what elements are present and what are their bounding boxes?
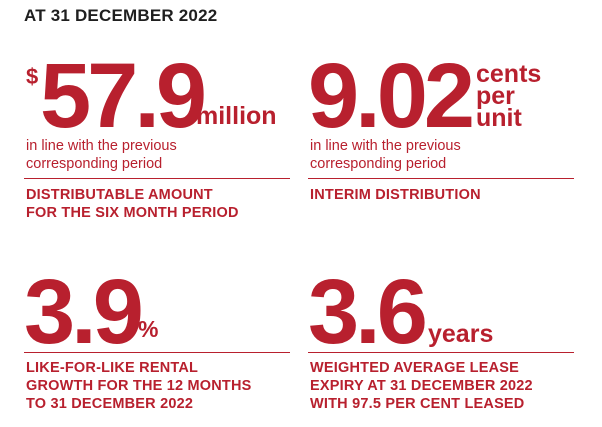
page-heading: AT 31 DECEMBER 2022	[24, 6, 218, 25]
divider	[24, 178, 290, 179]
wale-unit: years	[428, 320, 494, 348]
rental-growth-unit: %	[138, 316, 159, 342]
interim-distribution-caption: INTERIM DISTRIBUTION	[310, 187, 481, 203]
interim-distribution-value: 9.02	[308, 45, 475, 147]
wale-caption: WEIGHTED AVERAGE LEASE EXPIRY AT 31 DECE…	[310, 360, 533, 412]
wale-value: 3.6	[308, 261, 428, 363]
distributable-amount-caption: DISTRIBUTABLE AMOUNT FOR THE SIX MONTH P…	[26, 187, 239, 221]
interim-distribution-note: in line with the previous corresponding …	[310, 138, 461, 172]
interim-distribution-unit: cents per unit	[476, 60, 542, 132]
distributable-amount-note: in line with the previous corresponding …	[26, 138, 177, 172]
distributable-amount-value: 57.9	[40, 45, 207, 147]
rental-growth-value: 3.9	[24, 261, 144, 363]
divider	[308, 352, 574, 353]
divider	[308, 178, 574, 179]
rental-growth-caption: LIKE-FOR-LIKE RENTAL GROWTH FOR THE 12 M…	[26, 360, 252, 412]
divider	[24, 352, 290, 353]
distributable-amount-unit: million	[196, 102, 277, 130]
currency-symbol: $	[26, 64, 39, 89]
